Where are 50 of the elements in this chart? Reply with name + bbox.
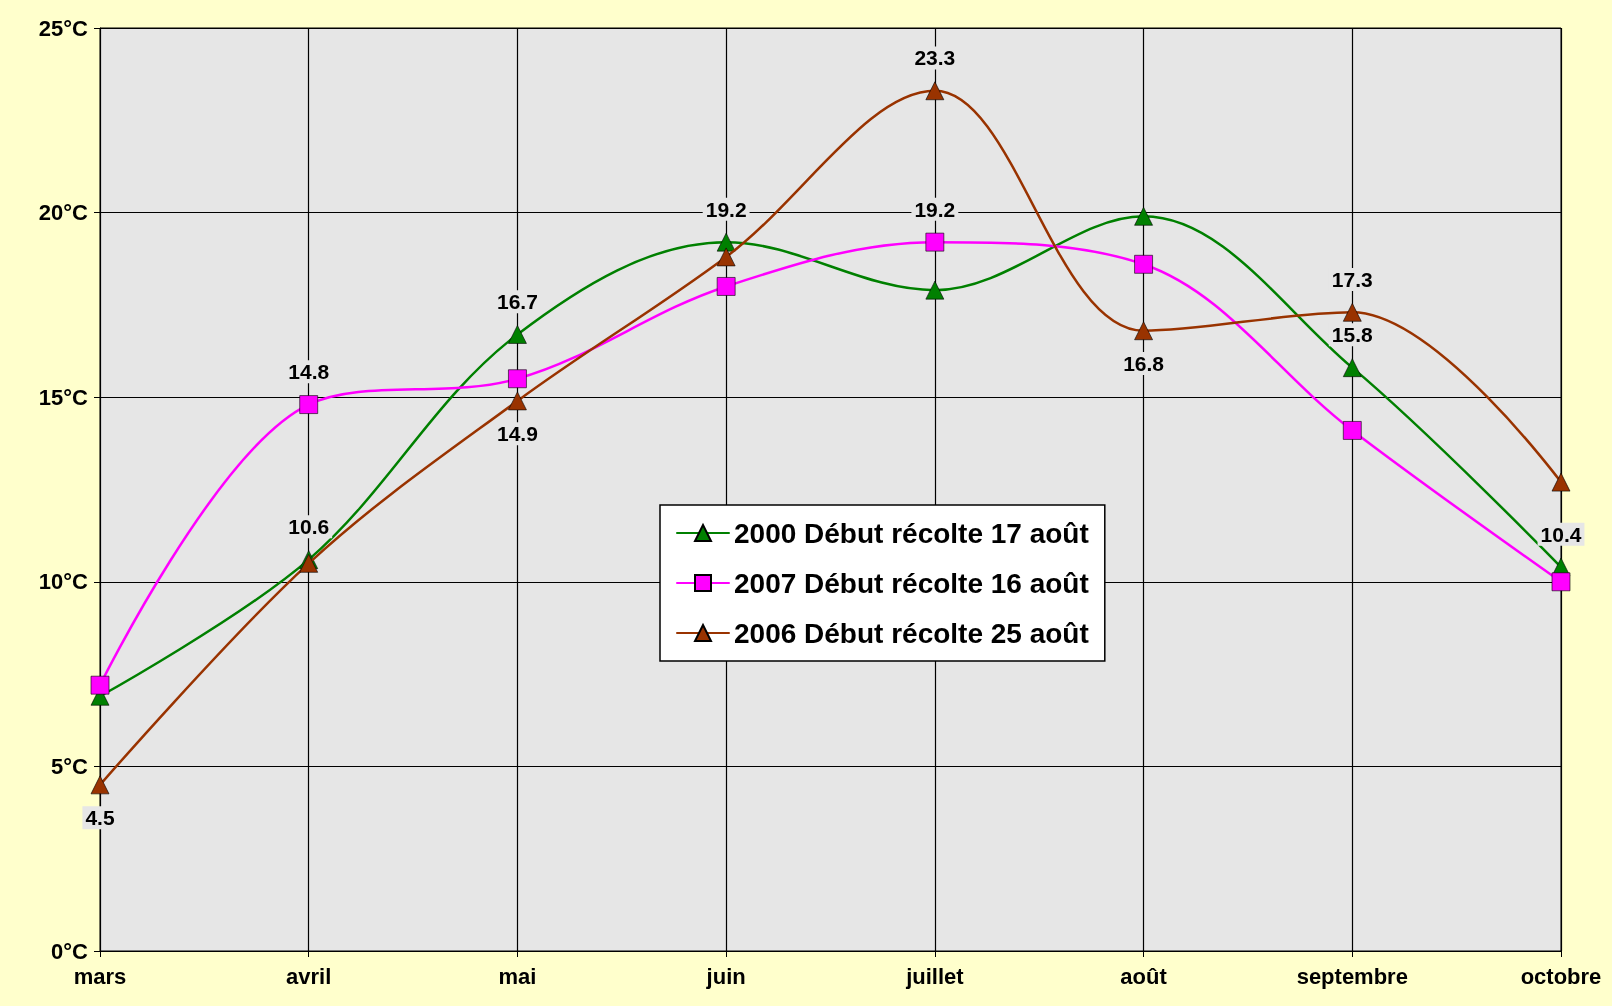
data-label: 4.5: [85, 806, 115, 830]
data-label: 10.6: [288, 515, 330, 539]
y-tick-label: 25°C: [38, 15, 89, 41]
point: [925, 232, 945, 252]
data-label: 23.3: [914, 46, 956, 70]
point: [1342, 421, 1362, 440]
x-tick-label: avril: [286, 963, 332, 989]
point: [508, 325, 527, 344]
point: [508, 391, 527, 411]
legend-label: 2006 Début récolte 25 août: [734, 617, 1089, 649]
point: [716, 247, 736, 267]
x-tick-label: août: [1120, 963, 1168, 989]
point: [299, 395, 319, 414]
data-label: 14.9: [496, 422, 538, 446]
data-label: 10.4: [1540, 522, 1582, 546]
point: [925, 280, 945, 300]
point: [1342, 358, 1362, 377]
y-tick-label: 0°C: [51, 938, 89, 964]
y-tick-label: 15°C: [38, 384, 89, 410]
y-tick-label: 10°C: [38, 569, 89, 595]
point: [716, 232, 736, 252]
x-tick-label: mars: [73, 963, 127, 989]
x-tick-label: octobre: [1520, 963, 1602, 989]
point: [716, 277, 736, 296]
point: [1134, 254, 1153, 274]
point: [1342, 302, 1362, 322]
data-label: 17.3: [1331, 267, 1373, 291]
data-label: 16.7: [496, 290, 538, 314]
y-tick-label: 20°C: [38, 200, 89, 226]
legend-label: 2000 Début récolte 17 août: [734, 517, 1089, 549]
legend-label: 2007 Début récolte 16 août: [734, 567, 1089, 599]
data-label: 19.2: [705, 197, 747, 221]
x-tick-label: septembre: [1296, 963, 1408, 989]
x-tick-label: mai: [498, 963, 537, 989]
point: [299, 554, 319, 573]
point: [1134, 206, 1153, 226]
point: [508, 369, 527, 389]
x-tick-label: juillet: [905, 963, 965, 989]
data-label: 19.2: [914, 197, 956, 221]
data-label: 16.8: [1123, 352, 1165, 376]
point: [925, 81, 945, 101]
x-tick-label: juin: [705, 963, 746, 989]
point: [1134, 321, 1153, 341]
point: [90, 775, 110, 795]
y-tick-label: 5°C: [51, 753, 89, 779]
point: [1551, 572, 1571, 592]
data-label: 14.8: [288, 360, 330, 384]
data-label: 15.8: [1331, 323, 1374, 347]
point: [90, 675, 110, 695]
point: [1551, 472, 1571, 492]
